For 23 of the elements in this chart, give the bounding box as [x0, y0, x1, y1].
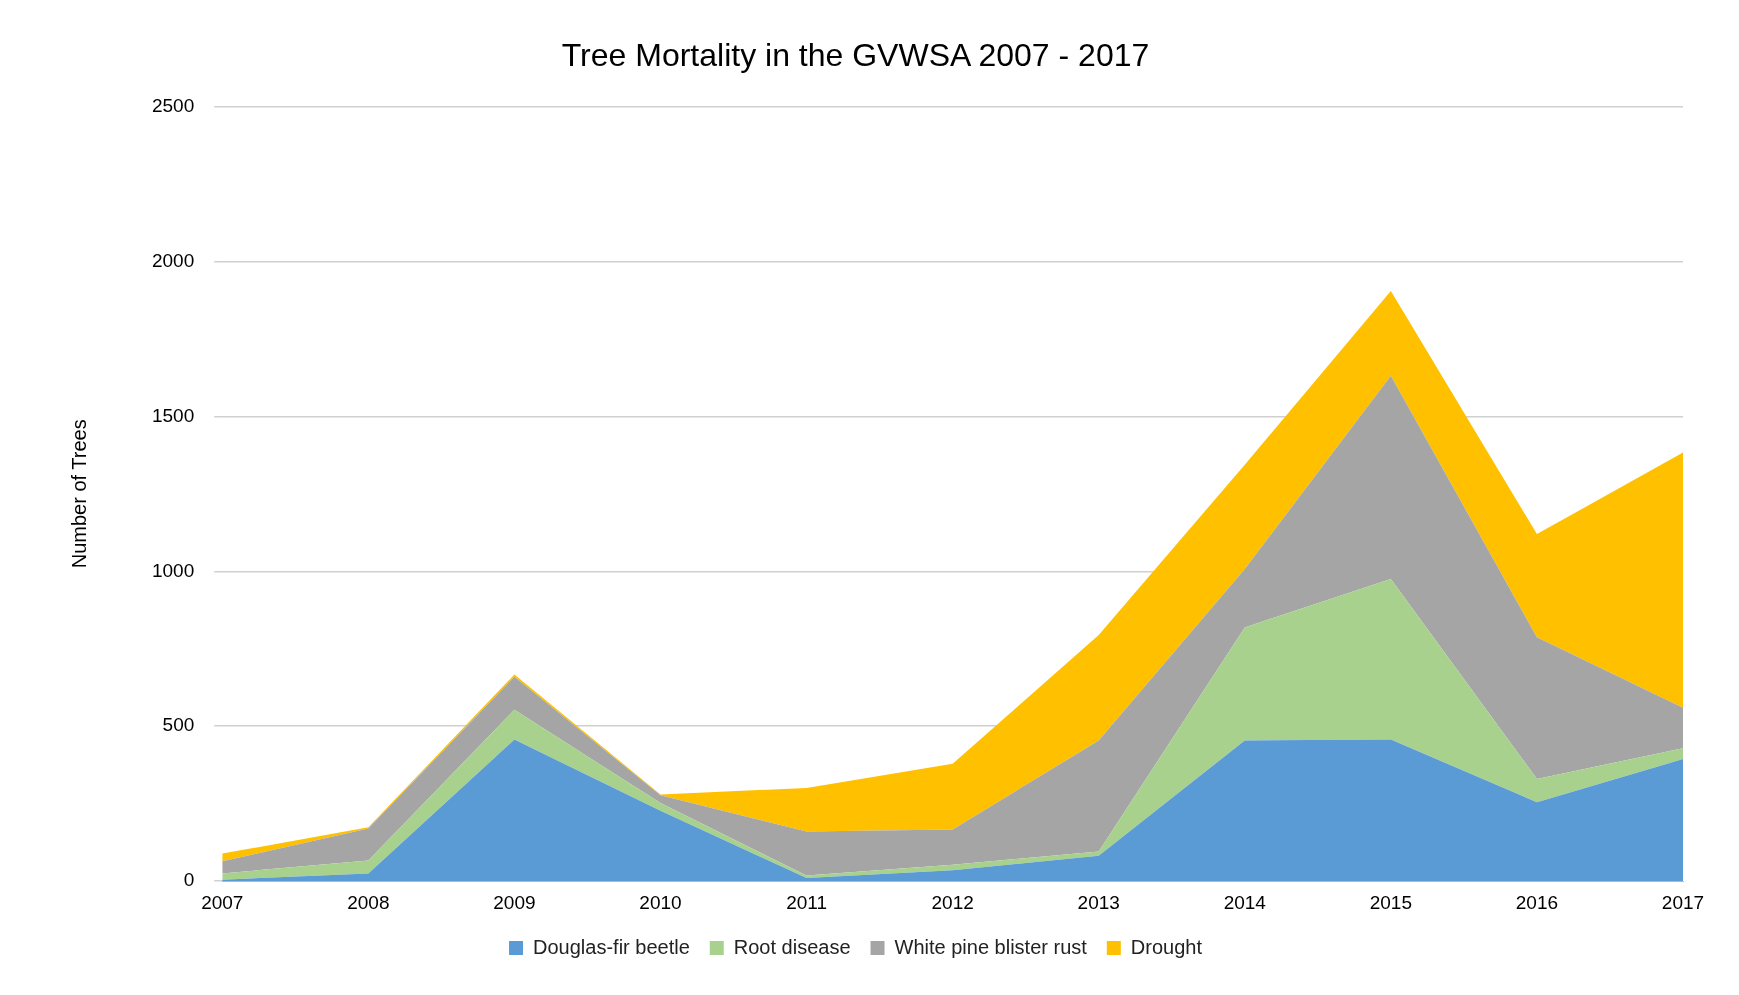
y-tick-label: 2500	[151, 94, 195, 116]
legend-label: Root disease	[733, 935, 851, 958]
x-tick-label: 2014	[1223, 891, 1267, 913]
chart-title: Tree Mortality in the GVWSA 2007 - 2017	[561, 37, 1150, 74]
legend-label: White pine blister rust	[894, 935, 1088, 958]
legend-label: Drought	[1130, 935, 1203, 958]
legend-label: Douglas-fir beetle	[533, 935, 690, 958]
x-tick-label: 2012	[931, 891, 974, 913]
y-tick-label: 2000	[151, 249, 195, 271]
y-tick-label: 1500	[151, 404, 195, 426]
y-tick-label: 0	[183, 869, 195, 891]
y-axis-title: Number of Trees	[67, 419, 90, 569]
x-tick-label: 2017	[1661, 891, 1705, 913]
y-tick-label: 1000	[151, 559, 195, 581]
x-tick-label: 2015	[1369, 891, 1412, 913]
x-tick-label: 2008	[347, 891, 390, 913]
y-tick-label: 500	[162, 714, 195, 736]
x-tick-label: 2010	[639, 891, 682, 913]
x-tick-label: 2016	[1515, 891, 1559, 913]
x-tick-label: 2007	[201, 891, 244, 913]
x-tick-label: 2011	[786, 891, 827, 913]
x-tick-label: 2009	[493, 891, 536, 913]
x-tick-label: 2013	[1077, 891, 1120, 913]
